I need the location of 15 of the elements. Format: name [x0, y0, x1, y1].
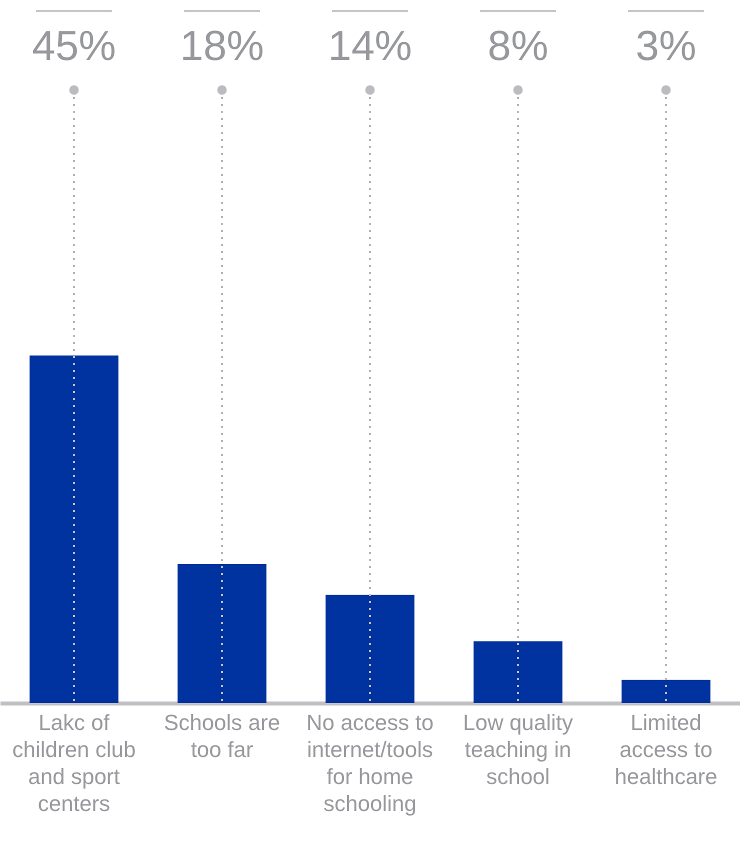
bar [326, 594, 414, 703]
bar [178, 564, 266, 703]
x-tick-label: Limited access to healthcare [614, 710, 718, 789]
bar [30, 356, 118, 703]
x-tick-label: Low quality teaching in school [462, 710, 574, 789]
bar [622, 680, 710, 703]
data-label: 8% [488, 22, 548, 69]
data-label: 18% [180, 22, 264, 69]
data-label: 3% [636, 22, 696, 69]
bar [474, 641, 562, 703]
x-tick-label: No access to internet/tools for home schooling [306, 710, 434, 816]
x-tick-label: Lakc of children club and sport centers [12, 710, 136, 816]
data-label: 45% [32, 22, 116, 69]
x-tick-label: Schools are too far [164, 710, 280, 762]
data-label: 14% [328, 22, 412, 69]
